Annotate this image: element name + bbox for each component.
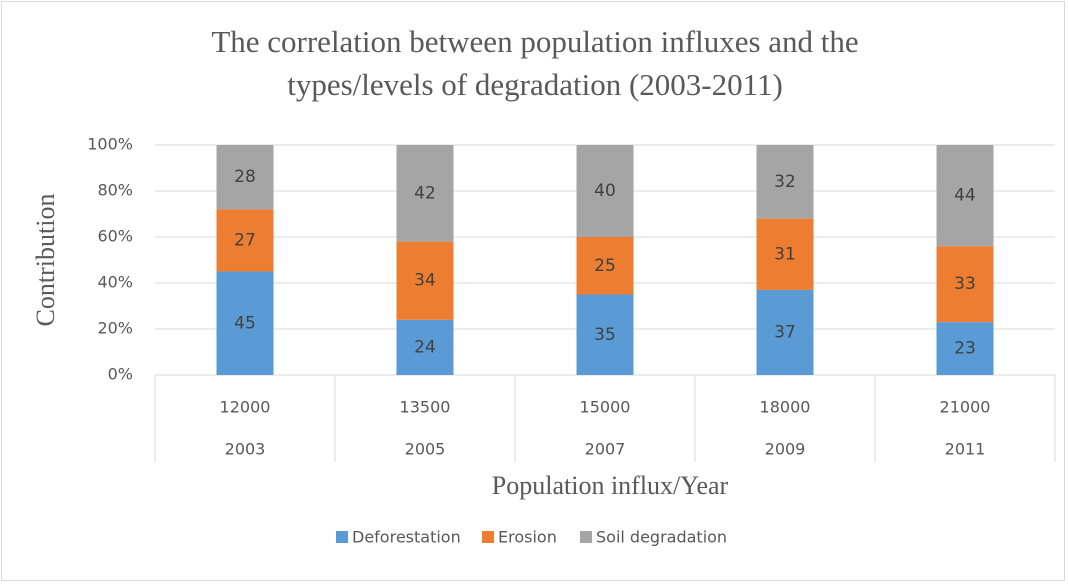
bar-segment	[396, 319, 454, 375]
legend-swatch	[580, 531, 592, 543]
bar-segment	[216, 271, 274, 375]
x-group-label: 2005	[405, 440, 446, 459]
y-tick-label: 40%	[97, 273, 133, 292]
bar-segment	[396, 145, 454, 242]
data-label: 23	[954, 339, 976, 359]
data-label: 42	[414, 183, 436, 203]
x-tick-label: 13500	[400, 398, 451, 417]
data-label: 25	[594, 256, 616, 276]
y-tick-label: 80%	[97, 181, 133, 200]
x-group-label: 2007	[585, 440, 626, 459]
bar-segment	[936, 322, 994, 375]
bar-segment	[576, 294, 634, 375]
x-tick-label: 18000	[760, 398, 811, 417]
data-label: 27	[234, 230, 256, 250]
x-group-label: 2009	[765, 440, 806, 459]
legend-label: Deforestation	[352, 528, 461, 547]
bar-segment	[576, 237, 634, 295]
data-label: 28	[234, 167, 256, 187]
data-label: 35	[594, 325, 616, 345]
x-tick-label: 15000	[580, 398, 631, 417]
y-tick-label: 20%	[97, 319, 133, 338]
x-group-label: 2011	[945, 440, 986, 459]
y-tick-label: 100%	[87, 135, 133, 154]
legend-label: Soil degradation	[596, 528, 727, 547]
y-tick-label: 60%	[97, 227, 133, 246]
x-tick-label: 12000	[220, 398, 271, 417]
bar-segment	[936, 246, 994, 323]
data-label: 45	[234, 313, 256, 333]
bar-segment	[396, 241, 454, 320]
bar-segment	[216, 145, 274, 210]
bar-segment	[216, 209, 274, 272]
bar-segment	[756, 218, 814, 290]
data-label: 34	[414, 271, 436, 291]
data-label: 40	[594, 181, 616, 201]
x-tick-label: 21000	[940, 398, 991, 417]
data-label: 31	[774, 244, 796, 264]
bar-segment	[756, 289, 814, 375]
data-label: 32	[774, 172, 796, 192]
legend-swatch	[336, 531, 348, 543]
bar-segment	[756, 145, 814, 219]
bar-segment	[936, 145, 994, 247]
data-label: 24	[414, 337, 436, 357]
chart-title: types/levels of degradation (2003-2011)	[287, 67, 783, 102]
data-label: 37	[774, 322, 796, 342]
y-tick-label: 0%	[108, 365, 133, 384]
bar-segment	[576, 145, 634, 237]
y-axis-title: Contribution	[31, 194, 60, 327]
chart-title: The correlation between population influ…	[211, 24, 858, 59]
legend-swatch	[482, 531, 494, 543]
x-group-label: 2003	[225, 440, 266, 459]
data-label: 33	[954, 274, 976, 294]
legend-label: Erosion	[498, 528, 557, 547]
data-label: 44	[954, 186, 976, 206]
x-axis-title: Population influx/Year	[492, 471, 729, 500]
